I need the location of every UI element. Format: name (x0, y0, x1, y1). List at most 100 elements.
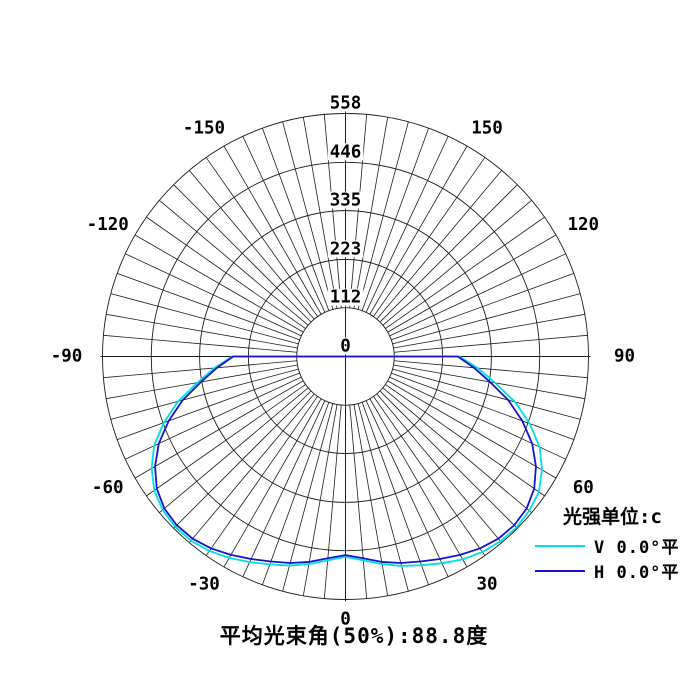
grid-spoke (103, 334, 297, 353)
grid-spoke (382, 199, 532, 326)
grid-spoke (146, 216, 306, 329)
grid-spoke (391, 273, 574, 341)
angle-tick-label: -60 (92, 478, 124, 498)
grid-spoke (379, 390, 518, 529)
grid-spoke (159, 199, 309, 326)
grid-spoke (353, 404, 389, 596)
grid-spoke (349, 114, 368, 308)
grid-spoke (134, 234, 304, 333)
grid-spoke (302, 404, 338, 596)
grid-spoke (361, 128, 429, 311)
grid-spoke (110, 293, 299, 345)
h-plane-line-swatch (535, 569, 585, 572)
grid-spoke (242, 400, 326, 577)
grid-spoke (389, 253, 566, 337)
grid-spoke (125, 376, 302, 460)
grid-spoke (365, 136, 449, 313)
beam-angle-caption: 平均光束角(50%):88.8度 (219, 624, 489, 648)
grid-spoke (392, 368, 581, 420)
grid-spoke (282, 121, 334, 310)
grid-spoke (188, 393, 315, 543)
v-plane-line-swatch (535, 544, 585, 547)
grid-spoke (323, 405, 342, 599)
v-plane-curve (150, 355, 543, 567)
grid-spoke (365, 400, 449, 577)
radial-tick-label: 558 (330, 94, 362, 114)
grid-spoke (369, 398, 468, 568)
radial-tick-label: 112 (330, 288, 362, 308)
angle-tick-label: 90 (614, 347, 635, 367)
radial-tick-label: 223 (330, 239, 362, 259)
grid-spoke (385, 216, 545, 329)
grid-spoke (373, 396, 486, 556)
grid-spoke (323, 114, 342, 308)
grid-spoke (387, 234, 557, 333)
grid-spoke (373, 157, 486, 317)
grid-spoke (262, 128, 330, 311)
grid-spoke (205, 157, 318, 317)
grid-spoke (385, 384, 545, 497)
grid-spoke (302, 117, 338, 309)
grid-spoke (223, 145, 322, 315)
tick-label-backing (327, 94, 364, 112)
v-plane-label: V 0.0°平 (594, 538, 680, 558)
angle-tick-label: -150 (183, 119, 225, 139)
grid-spoke (392, 293, 581, 345)
grid-spoke (387, 380, 557, 479)
angle-tick-label: 60 (573, 478, 594, 498)
tick-label-backing (338, 337, 353, 355)
grid-spoke (103, 360, 297, 379)
grid-spoke (382, 387, 532, 514)
grid-spoke (134, 380, 304, 479)
legend-title: 光强单位:c (563, 506, 662, 528)
tick-label-backing (327, 143, 364, 161)
grid-spoke (353, 117, 389, 309)
grid-spoke (394, 360, 588, 379)
radial-tick-label: 0 (340, 337, 351, 357)
angle-tick-label: 150 (471, 119, 503, 139)
grid-spoke (205, 396, 318, 556)
grid-spoke (242, 136, 326, 313)
grid-spoke (361, 402, 429, 585)
angle-tick-label: 30 (476, 574, 497, 594)
legend-item-v-plane: V 0.0°平 (535, 533, 679, 558)
grid-spoke (369, 145, 468, 315)
grid-spoke (223, 398, 322, 568)
grid-spoke (389, 376, 566, 460)
grid-spoke (391, 372, 574, 440)
legend-item-h-plane: H 0.0°平 (535, 558, 679, 583)
angle-tick-label: 0 (340, 610, 351, 630)
angle-tick-label: -120 (87, 215, 129, 235)
h-plane-label: H 0.0°平 (594, 563, 680, 583)
grid-spoke (394, 334, 588, 353)
angle-tick-label: 120 (567, 215, 599, 235)
grid-spoke (146, 384, 306, 497)
grid-spoke (173, 390, 312, 529)
grid-spoke (117, 372, 300, 440)
grid-spoke (357, 121, 409, 310)
grid-spoke (159, 387, 309, 514)
tick-label-backing (327, 240, 364, 258)
radial-tick-label: 446 (330, 142, 362, 162)
grid-spoke (349, 405, 368, 599)
grid-spoke (188, 170, 315, 320)
grid-spoke (379, 184, 518, 323)
angle-tick-label: -90 (51, 347, 83, 367)
grid-spoke (173, 184, 312, 323)
grid-spoke (376, 170, 503, 320)
grid-spoke (125, 253, 302, 337)
grid-spoke (110, 368, 299, 420)
grid-spoke (376, 393, 503, 543)
grid-spoke (117, 273, 300, 341)
grid-spoke (106, 313, 298, 349)
angle-tick-label: -30 (188, 574, 220, 594)
h-plane-curve (154, 355, 537, 564)
grid-spoke (357, 403, 409, 592)
radial-tick-label: 335 (330, 191, 362, 211)
grid-spoke (393, 313, 585, 349)
tick-label-backing (327, 288, 364, 306)
grid-spoke (282, 403, 334, 592)
tick-label-backing (327, 191, 364, 209)
